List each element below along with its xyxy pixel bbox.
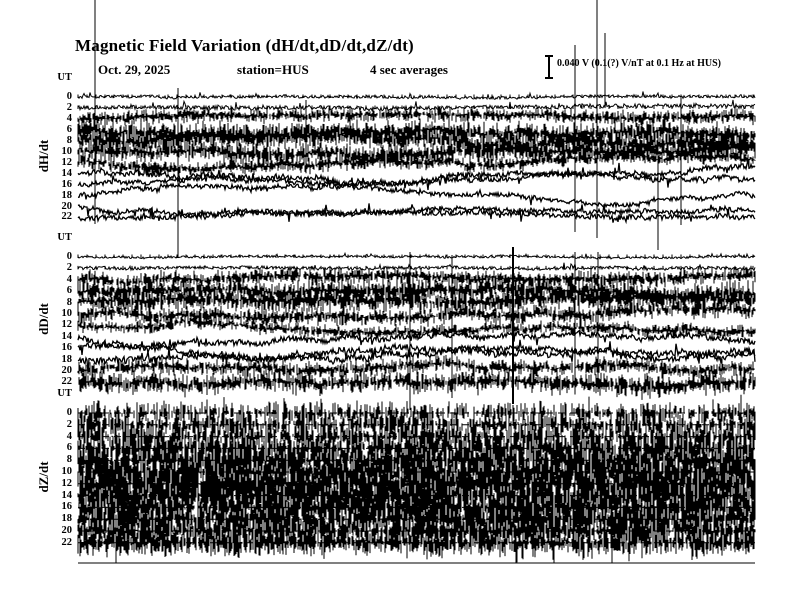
hour-label: 16	[61, 501, 73, 513]
trace-row	[77, 99, 756, 112]
hour-label: 18	[61, 189, 73, 201]
hour-label: 10	[61, 466, 73, 477]
page-title: Magnetic Field Variation (dH/dt,dD/dt,dZ…	[75, 36, 414, 55]
hour-label: 14	[61, 330, 73, 342]
hour-label: 0	[66, 91, 72, 102]
scale-bar-bottom-cap	[545, 77, 553, 79]
hour-label: 6	[66, 442, 72, 454]
trace-row	[77, 251, 756, 260]
hour-label: 12	[61, 319, 73, 331]
hour-label: 10	[61, 308, 73, 319]
trace-row	[77, 315, 756, 339]
trace-row	[78, 368, 756, 400]
trace-row	[77, 355, 755, 381]
trace-row	[77, 167, 756, 189]
ut-label: UT	[57, 388, 72, 399]
hour-label: 22	[61, 536, 73, 548]
station-label: station=HUS	[237, 62, 309, 77]
hour-label: 4	[66, 112, 72, 124]
hour-label: 8	[66, 134, 72, 146]
hour-label: 2	[66, 418, 72, 430]
trace-row	[77, 203, 756, 225]
hour-label: 22	[61, 211, 73, 223]
hour-label: 16	[61, 178, 73, 190]
hour-label: 12	[61, 156, 73, 168]
scale-bar	[545, 55, 553, 79]
trace-row	[77, 254, 754, 258]
hour-label: 20	[61, 200, 73, 212]
trace-row	[77, 329, 756, 351]
trace-row	[77, 265, 754, 270]
hour-label: 0	[66, 407, 72, 418]
hour-label: 6	[66, 123, 72, 135]
hour-label: 14	[61, 489, 73, 501]
ut-label: UT	[57, 232, 72, 243]
date-label: Oct. 29, 2025	[98, 62, 171, 77]
hour-label: 2	[66, 262, 72, 274]
hour-label: 0	[66, 251, 72, 262]
trace-row	[77, 180, 756, 209]
hour-label: 12	[61, 477, 73, 489]
trace-row	[77, 402, 756, 446]
hour-label: 20	[61, 365, 73, 376]
trace-row	[77, 343, 756, 373]
hour-label: 6	[66, 285, 72, 297]
scale-note: 0.040 V (0.1(?) V/nT at 0.1 Hz at HUS)	[557, 58, 721, 69]
hour-label: 4	[66, 273, 72, 285]
scale-bar-stem	[548, 55, 550, 79]
hour-label: 10	[61, 145, 73, 157]
hour-label: 8	[66, 454, 72, 466]
trace-row	[77, 91, 756, 101]
trace-row	[77, 159, 756, 191]
hour-label: 14	[61, 167, 73, 179]
hour-label: 4	[66, 430, 72, 442]
hour-label: 22	[61, 376, 73, 388]
hour-label: 8	[66, 296, 72, 308]
hour-label: 16	[61, 342, 73, 354]
hour-label: 20	[61, 525, 73, 536]
trace-row	[77, 148, 756, 176]
averaging-label: 4 sec averages	[370, 62, 448, 77]
trace-row	[77, 339, 756, 365]
trace-row	[77, 106, 756, 127]
hour-label: 2	[66, 101, 72, 113]
trace-row	[77, 298, 756, 327]
ut-label: UT	[57, 72, 72, 83]
hour-label: 18	[61, 353, 73, 365]
hour-label: 18	[61, 513, 73, 525]
